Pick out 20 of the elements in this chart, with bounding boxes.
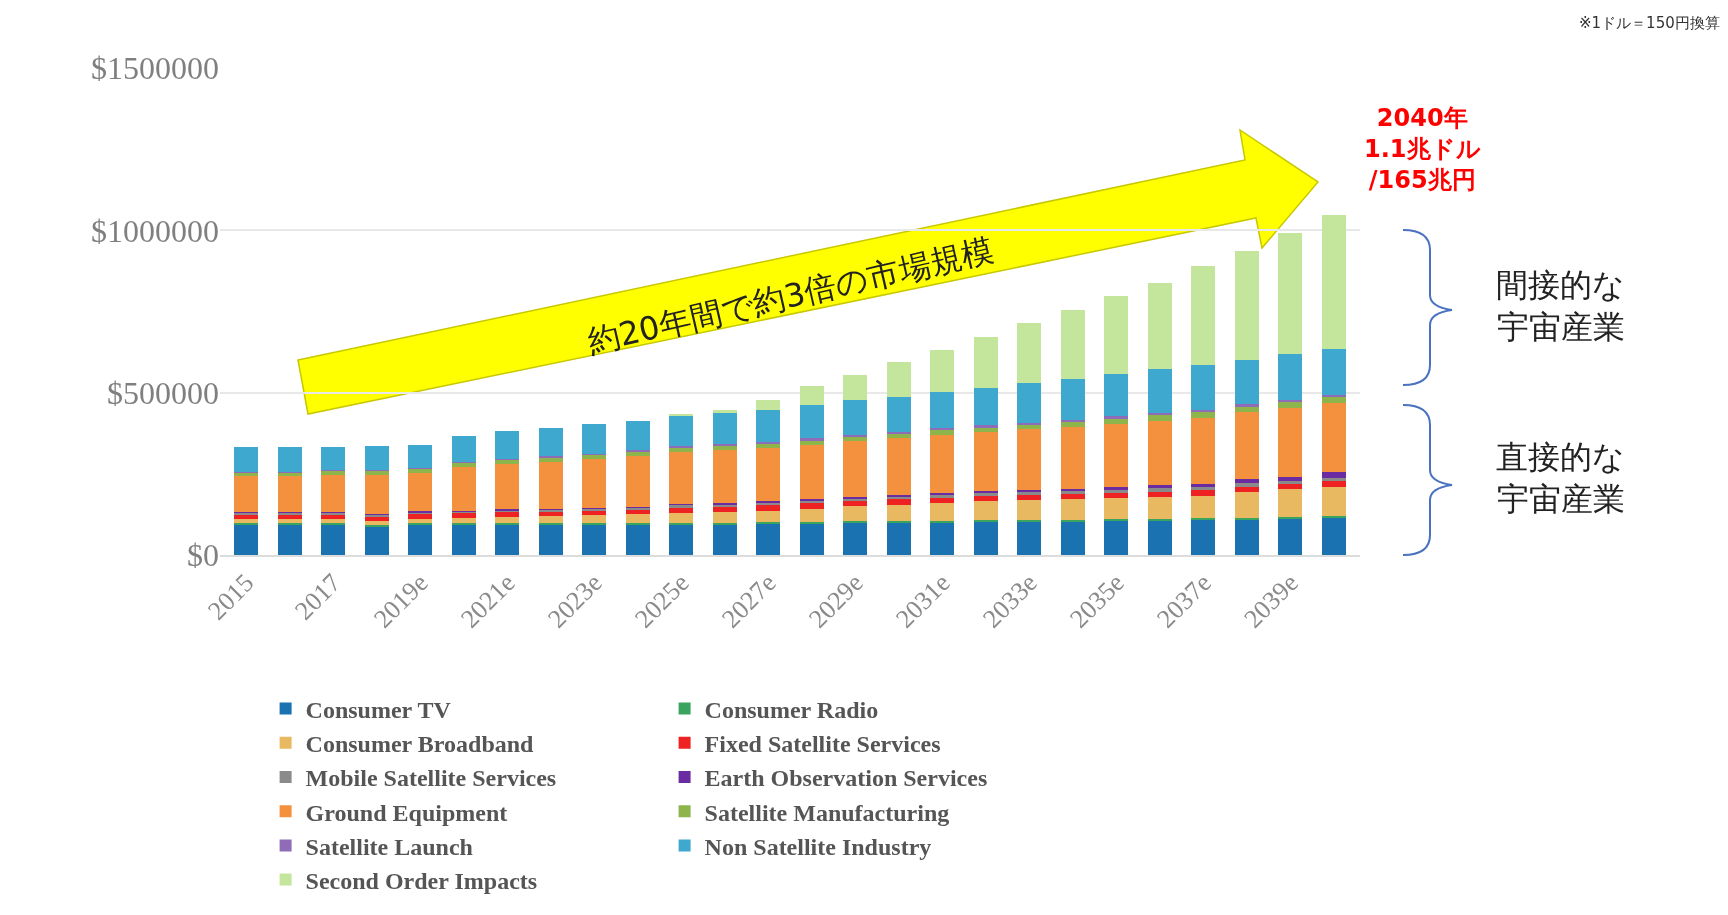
text: 直接的な宇宙産業 (1496, 438, 1625, 518)
y-tick-label: $0 (187, 537, 219, 574)
legend-label: Fixed Satellite Services (704, 731, 941, 758)
text: 間接的な宇宙産業 (1496, 266, 1625, 346)
legend-label: Non Satellite Industry (704, 833, 932, 860)
y-tick-label: $1000000 (91, 212, 219, 249)
y-tick-label: $1500000 (91, 50, 219, 87)
legend-label: Ground Equipment (305, 799, 508, 826)
legend-label: Satellite Manufacturing (704, 799, 950, 826)
legend-label: Consumer Radio (704, 696, 879, 723)
text: 2040年 1.1兆ドル /165兆円 (1364, 104, 1481, 195)
legend-label: Consumer TV (305, 696, 452, 723)
legend-label: Satellite Launch (305, 833, 473, 860)
y-tick-label: $500000 (107, 374, 219, 411)
legend-label: Consumer Broadband (305, 731, 535, 758)
legend-label: Mobile Satellite Services (305, 765, 557, 792)
legend-label: Earth Observation Services (704, 765, 988, 792)
annotation: 約20年間で約3倍の市場規模 (583, 230, 997, 362)
text: ※1ドル＝150円換算 (1579, 14, 1720, 32)
legend-label: Second Order Impacts (305, 867, 538, 894)
